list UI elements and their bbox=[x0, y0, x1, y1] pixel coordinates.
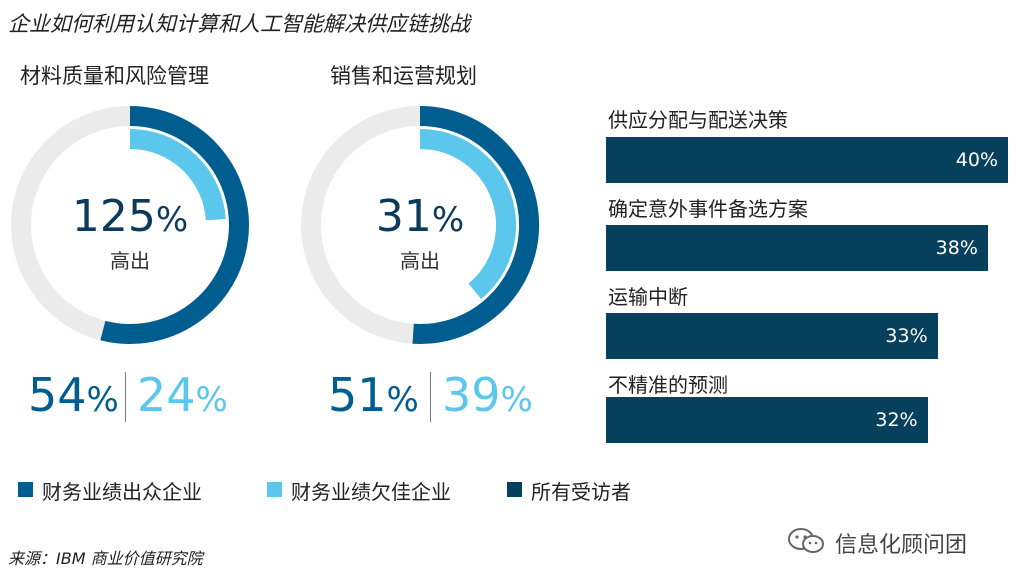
bar-chart: 供应分配与配送决策 40% 确定意外事件备选方案 38% 运输中断 33% 不精… bbox=[606, 104, 1011, 444]
legend-swatch bbox=[18, 482, 33, 497]
wechat-icon-svg bbox=[788, 528, 824, 553]
bar-value-label: 32% bbox=[875, 409, 918, 431]
legend: 财务业绩出众企业 财务业绩欠佳企业 所有受访者 bbox=[18, 476, 718, 506]
legend-label: 财务业绩出众企业 bbox=[42, 480, 202, 504]
legend-swatch bbox=[507, 482, 522, 497]
stat-underperformer-2: 39% bbox=[442, 368, 533, 422]
donut-svg-1 bbox=[11, 106, 249, 344]
legend-swatch bbox=[267, 482, 282, 497]
legend-label: 所有受访者 bbox=[531, 480, 631, 504]
bar: 32% bbox=[606, 397, 928, 443]
donut-center-label-2: 高出 bbox=[400, 249, 440, 273]
bar-label: 运输中断 bbox=[608, 285, 688, 309]
donut-svg-2 bbox=[301, 106, 540, 344]
bar-label: 确定意外事件备选方案 bbox=[608, 197, 808, 221]
donut-title-2: 销售和运营规划 bbox=[330, 64, 477, 88]
bar: 33% bbox=[606, 313, 938, 359]
donut-arc-outperformer-2 bbox=[412, 106, 540, 344]
donut-chart-2: 31% 高出 bbox=[300, 100, 540, 350]
donut-center-value-1: 125% bbox=[71, 191, 189, 242]
donut-arc-underperformer-1 bbox=[129, 129, 226, 221]
donut-arc-outperformer-1 bbox=[100, 106, 249, 344]
donut-center-label-1: 高出 bbox=[110, 249, 150, 273]
watermark-text: 信息化顾问团 bbox=[835, 533, 968, 558]
bar: 40% bbox=[606, 137, 1008, 183]
donut-title-1: 材料质量和风险管理 bbox=[20, 64, 209, 88]
source-note: 来源：IBM 商业价值研究院 bbox=[8, 549, 203, 568]
bar-value-label: 33% bbox=[885, 325, 928, 347]
stat-divider-2 bbox=[430, 372, 431, 422]
stat-underperformer-1: 24% bbox=[137, 368, 228, 422]
donut-chart-1: 125% 高出 bbox=[10, 100, 250, 350]
legend-label: 财务业绩欠佳企业 bbox=[291, 480, 451, 504]
bar-label: 不精准的预测 bbox=[608, 373, 728, 397]
bar-value-label: 38% bbox=[935, 237, 978, 259]
wechat-icon bbox=[786, 526, 826, 556]
bar-value-label: 40% bbox=[955, 149, 998, 171]
stat-outperformer-1: 54% bbox=[28, 368, 119, 422]
page-title: 企业如何利用认知计算和人工智能解决供应链挑战 bbox=[8, 12, 470, 36]
stat-divider-1 bbox=[125, 372, 126, 422]
stat-outperformer-2: 51% bbox=[328, 368, 419, 422]
bar-label: 供应分配与配送决策 bbox=[608, 108, 788, 132]
donut-arc-underperformer-2 bbox=[419, 129, 516, 299]
donut-center-value-2: 31% bbox=[375, 191, 465, 242]
bar: 38% bbox=[606, 225, 988, 271]
